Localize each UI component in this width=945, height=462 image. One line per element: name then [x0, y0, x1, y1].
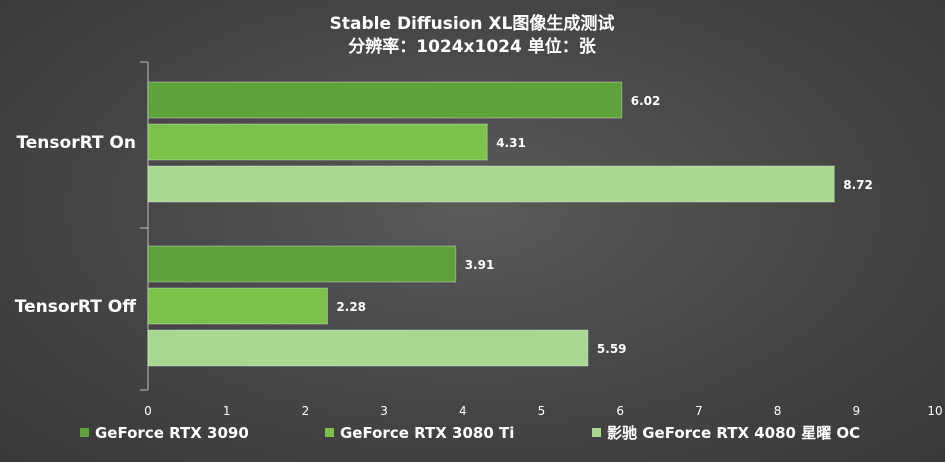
legend-swatch — [592, 428, 601, 437]
chart-subtitle: 分辨率：1024x1024 单位：张 — [348, 36, 597, 57]
legend-swatch — [325, 428, 334, 437]
x-tick-label: 6 — [616, 404, 624, 418]
data-label: 3.91 — [465, 258, 495, 272]
axes: TensorRT On TensorRT Off 0 1 2 3 4 5 6 7 8 9 10 — [15, 61, 943, 418]
bar — [147, 81, 623, 119]
bar — [147, 123, 488, 161]
legend-swatch — [80, 428, 89, 437]
bar — [147, 165, 835, 203]
x-tick-label: 7 — [695, 404, 703, 418]
x-tick-label: 5 — [538, 404, 546, 418]
legend-label: 影驰 GeForce RTX 4080 星曜 OC — [607, 424, 860, 442]
x-tick-label: 4 — [459, 404, 467, 418]
data-label: 4.31 — [496, 136, 526, 150]
x-tick-label: 2 — [302, 404, 310, 418]
legend-label: GeForce RTX 3090 — [95, 424, 249, 442]
data-label: 8.72 — [843, 178, 873, 192]
legend-label: GeForce RTX 3080 Ti — [340, 424, 514, 442]
data-label: 2.28 — [336, 300, 366, 314]
category-label: TensorRT On — [16, 133, 136, 153]
legend: GeForce RTX 3090 GeForce RTX 3080 Ti 影驰 Ge… — [80, 424, 860, 442]
bar — [147, 329, 589, 367]
data-label: 6.02 — [631, 94, 661, 108]
data-label: 5.59 — [597, 342, 627, 356]
x-tick-label: 0 — [144, 404, 152, 418]
bars: 6.02 4.31 8.72 3.91 2.28 5.59 — [147, 81, 873, 367]
x-tick-label: 8 — [774, 404, 782, 418]
category-label: TensorRT Off — [15, 297, 136, 317]
x-tick-label: 9 — [852, 404, 860, 418]
bar — [147, 287, 328, 325]
bar — [147, 245, 457, 283]
chart-title: Stable Diffusion XL图像生成测试 — [330, 13, 615, 34]
x-tick-label: 3 — [380, 404, 388, 418]
x-tick-label: 1 — [223, 404, 231, 418]
x-tick-label: 10 — [927, 404, 942, 418]
